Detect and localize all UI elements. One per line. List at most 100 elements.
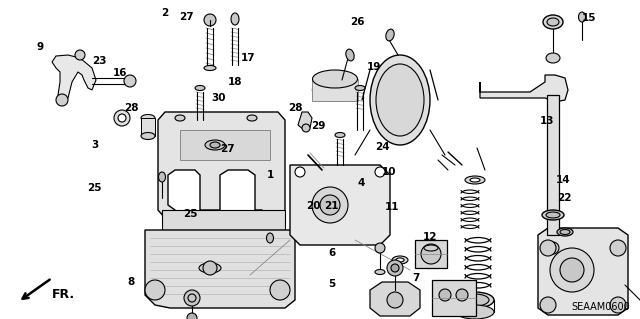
Ellipse shape [199, 263, 221, 273]
Bar [415, 240, 447, 268]
Ellipse shape [346, 49, 354, 61]
Text: 23: 23 [92, 56, 106, 66]
Text: 11: 11 [385, 202, 399, 212]
Circle shape [375, 167, 385, 177]
Circle shape [560, 258, 584, 282]
Circle shape [295, 167, 305, 177]
Text: 15: 15 [582, 12, 596, 23]
Ellipse shape [312, 79, 358, 101]
Ellipse shape [375, 270, 385, 275]
Ellipse shape [546, 53, 560, 63]
Ellipse shape [210, 142, 220, 148]
Circle shape [375, 243, 385, 253]
Text: 13: 13 [540, 115, 554, 126]
Text: 28: 28 [289, 103, 303, 113]
Circle shape [145, 280, 165, 300]
Ellipse shape [141, 132, 155, 139]
Text: 25: 25 [184, 209, 198, 219]
Ellipse shape [396, 258, 404, 262]
Ellipse shape [376, 64, 424, 136]
Polygon shape [158, 112, 285, 220]
Circle shape [540, 240, 556, 256]
Text: 3: 3 [91, 140, 99, 150]
Text: 18: 18 [228, 77, 243, 87]
Circle shape [391, 264, 399, 272]
Ellipse shape [205, 140, 225, 150]
Ellipse shape [546, 212, 560, 218]
Ellipse shape [355, 85, 365, 91]
Text: 1: 1 [266, 170, 274, 180]
Ellipse shape [370, 55, 430, 145]
Text: 8: 8 [127, 277, 135, 287]
Circle shape [203, 261, 217, 275]
Ellipse shape [424, 245, 438, 251]
Ellipse shape [542, 210, 564, 220]
Text: 10: 10 [382, 167, 396, 177]
Ellipse shape [312, 70, 358, 88]
Text: 25: 25 [88, 182, 102, 193]
Text: 2: 2 [161, 8, 169, 19]
Ellipse shape [456, 305, 494, 319]
Text: 22: 22 [557, 193, 572, 203]
Text: 4: 4 [358, 178, 365, 189]
Text: 24: 24 [376, 142, 390, 152]
Text: 7: 7 [412, 272, 420, 283]
Circle shape [540, 297, 556, 313]
Circle shape [124, 75, 136, 87]
Circle shape [270, 280, 290, 300]
Text: FR.: FR. [52, 288, 75, 301]
Polygon shape [298, 112, 312, 130]
Polygon shape [538, 228, 628, 315]
Polygon shape [52, 55, 96, 100]
Circle shape [114, 110, 130, 126]
Circle shape [610, 297, 626, 313]
Circle shape [56, 94, 68, 106]
Ellipse shape [543, 15, 563, 29]
Polygon shape [162, 210, 285, 230]
Ellipse shape [470, 178, 480, 182]
Text: 6: 6 [328, 248, 335, 258]
Text: 21: 21 [324, 201, 339, 211]
Text: 12: 12 [423, 232, 437, 242]
Ellipse shape [392, 256, 408, 264]
Ellipse shape [141, 115, 155, 122]
Ellipse shape [465, 176, 485, 184]
Circle shape [312, 187, 348, 223]
Circle shape [439, 289, 451, 301]
Ellipse shape [386, 29, 394, 41]
Ellipse shape [247, 115, 257, 121]
Text: 27: 27 [220, 144, 234, 154]
Text: 27: 27 [180, 11, 194, 22]
Ellipse shape [560, 229, 570, 234]
Circle shape [302, 124, 310, 132]
Circle shape [187, 313, 197, 319]
Text: 28: 28 [124, 103, 138, 113]
Circle shape [387, 292, 403, 308]
Text: 30: 30 [212, 93, 226, 103]
Circle shape [387, 260, 403, 276]
Ellipse shape [204, 65, 216, 70]
Circle shape [610, 240, 626, 256]
Circle shape [75, 50, 85, 60]
Ellipse shape [195, 85, 205, 91]
Bar [432, 280, 476, 316]
Ellipse shape [335, 132, 345, 137]
Ellipse shape [231, 13, 239, 25]
Ellipse shape [456, 292, 494, 308]
Circle shape [547, 242, 559, 254]
Text: 20: 20 [307, 201, 321, 211]
Polygon shape [145, 230, 295, 308]
Text: 29: 29 [312, 121, 326, 131]
Text: SEAAM0600: SEAAM0600 [572, 302, 630, 312]
Ellipse shape [461, 294, 489, 306]
Text: 19: 19 [367, 62, 381, 72]
Bar [312, 79, 358, 101]
Polygon shape [370, 282, 420, 316]
Text: 17: 17 [241, 53, 255, 63]
Ellipse shape [175, 115, 185, 121]
Bar [180, 130, 270, 160]
Ellipse shape [547, 18, 559, 26]
Polygon shape [480, 75, 568, 102]
Circle shape [118, 114, 126, 122]
Circle shape [320, 195, 340, 215]
